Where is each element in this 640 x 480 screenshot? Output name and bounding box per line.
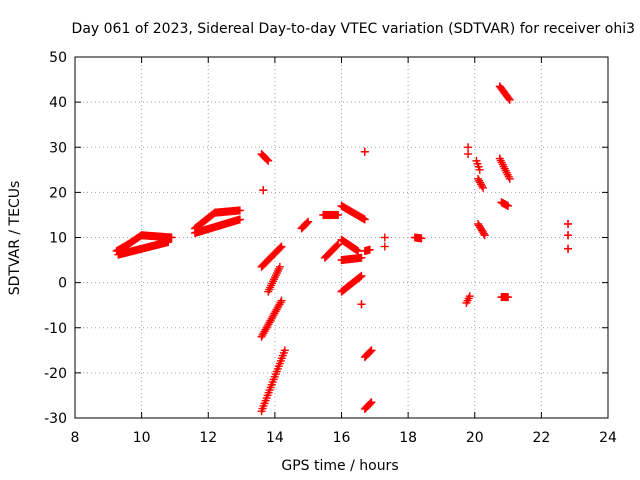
data-point xyxy=(262,154,271,163)
y-tick-label: 20 xyxy=(49,185,67,201)
data-point xyxy=(357,253,366,262)
data-point xyxy=(365,245,374,254)
data-point xyxy=(365,400,374,409)
data-point xyxy=(380,233,389,242)
data-point xyxy=(235,206,244,215)
data-point xyxy=(564,219,573,228)
data-points xyxy=(112,82,573,416)
data-point xyxy=(304,217,313,226)
x-tick-label: 24 xyxy=(599,430,617,446)
data-point xyxy=(360,147,369,156)
data-point xyxy=(505,95,514,104)
data-point xyxy=(367,346,376,355)
data-point xyxy=(333,241,342,250)
data-point xyxy=(334,210,343,219)
data-point xyxy=(464,143,473,152)
data-point xyxy=(366,347,375,356)
y-ticks: -30 -20 -10 0 10 20 30 40 50 xyxy=(44,50,608,427)
data-point xyxy=(334,240,343,249)
data-point xyxy=(302,219,311,228)
data-point xyxy=(417,234,426,243)
data-point xyxy=(478,182,487,191)
x-ticks: 8 10 12 14 16 18 20 22 24 xyxy=(71,57,617,446)
y-tick-label: -20 xyxy=(44,366,67,382)
x-axis-label: GPS time / hours xyxy=(281,458,398,474)
data-point xyxy=(263,155,272,164)
data-point xyxy=(356,272,365,281)
data-point xyxy=(275,262,284,271)
data-point xyxy=(277,242,286,251)
data-point xyxy=(276,298,285,307)
data-point xyxy=(264,156,273,165)
x-tick-label: 18 xyxy=(399,430,417,446)
data-point xyxy=(464,150,473,159)
y-tick-label: 40 xyxy=(49,95,67,111)
data-point xyxy=(504,94,513,103)
y-tick-label: 30 xyxy=(49,140,67,156)
data-point xyxy=(357,271,366,280)
data-point xyxy=(504,293,513,302)
data-point xyxy=(479,229,488,238)
x-tick-label: 10 xyxy=(133,430,151,446)
x-tick-label: 14 xyxy=(266,430,284,446)
data-point xyxy=(303,218,312,227)
data-point xyxy=(235,215,244,224)
data-point xyxy=(504,201,513,210)
x-tick-label: 12 xyxy=(199,430,217,446)
data-point xyxy=(164,238,173,247)
x-tick-label: 8 xyxy=(71,430,80,446)
data-point xyxy=(276,243,285,252)
chart-title: Day 061 of 2023, Sidereal Day-to-day VTE… xyxy=(72,21,635,37)
data-point xyxy=(505,174,514,183)
y-tick-label: 50 xyxy=(49,50,67,66)
data-point xyxy=(357,300,366,309)
y-tick-label: 0 xyxy=(58,276,67,292)
data-point xyxy=(167,233,176,242)
y-tick-label: -10 xyxy=(44,321,67,337)
x-tick-label: 22 xyxy=(532,430,550,446)
data-point xyxy=(480,231,489,240)
y-tick-label: -30 xyxy=(44,411,67,427)
data-point xyxy=(564,244,573,253)
data-point xyxy=(259,186,268,195)
data-point xyxy=(280,346,289,355)
x-tick-label: 20 xyxy=(466,430,484,446)
data-point xyxy=(365,348,374,357)
data-point xyxy=(475,165,484,174)
data-point xyxy=(380,242,389,251)
data-point xyxy=(367,398,376,407)
plot-frame xyxy=(74,56,609,419)
data-point xyxy=(564,231,573,240)
data-point xyxy=(479,183,488,192)
y-tick-label: 10 xyxy=(49,231,67,247)
data-point xyxy=(465,292,474,301)
data-point xyxy=(366,399,375,408)
x-tick-label: 16 xyxy=(333,430,351,446)
data-point xyxy=(277,296,286,305)
data-point xyxy=(360,215,369,224)
y-axis-label: SDTVAR / TECUs xyxy=(7,181,23,296)
